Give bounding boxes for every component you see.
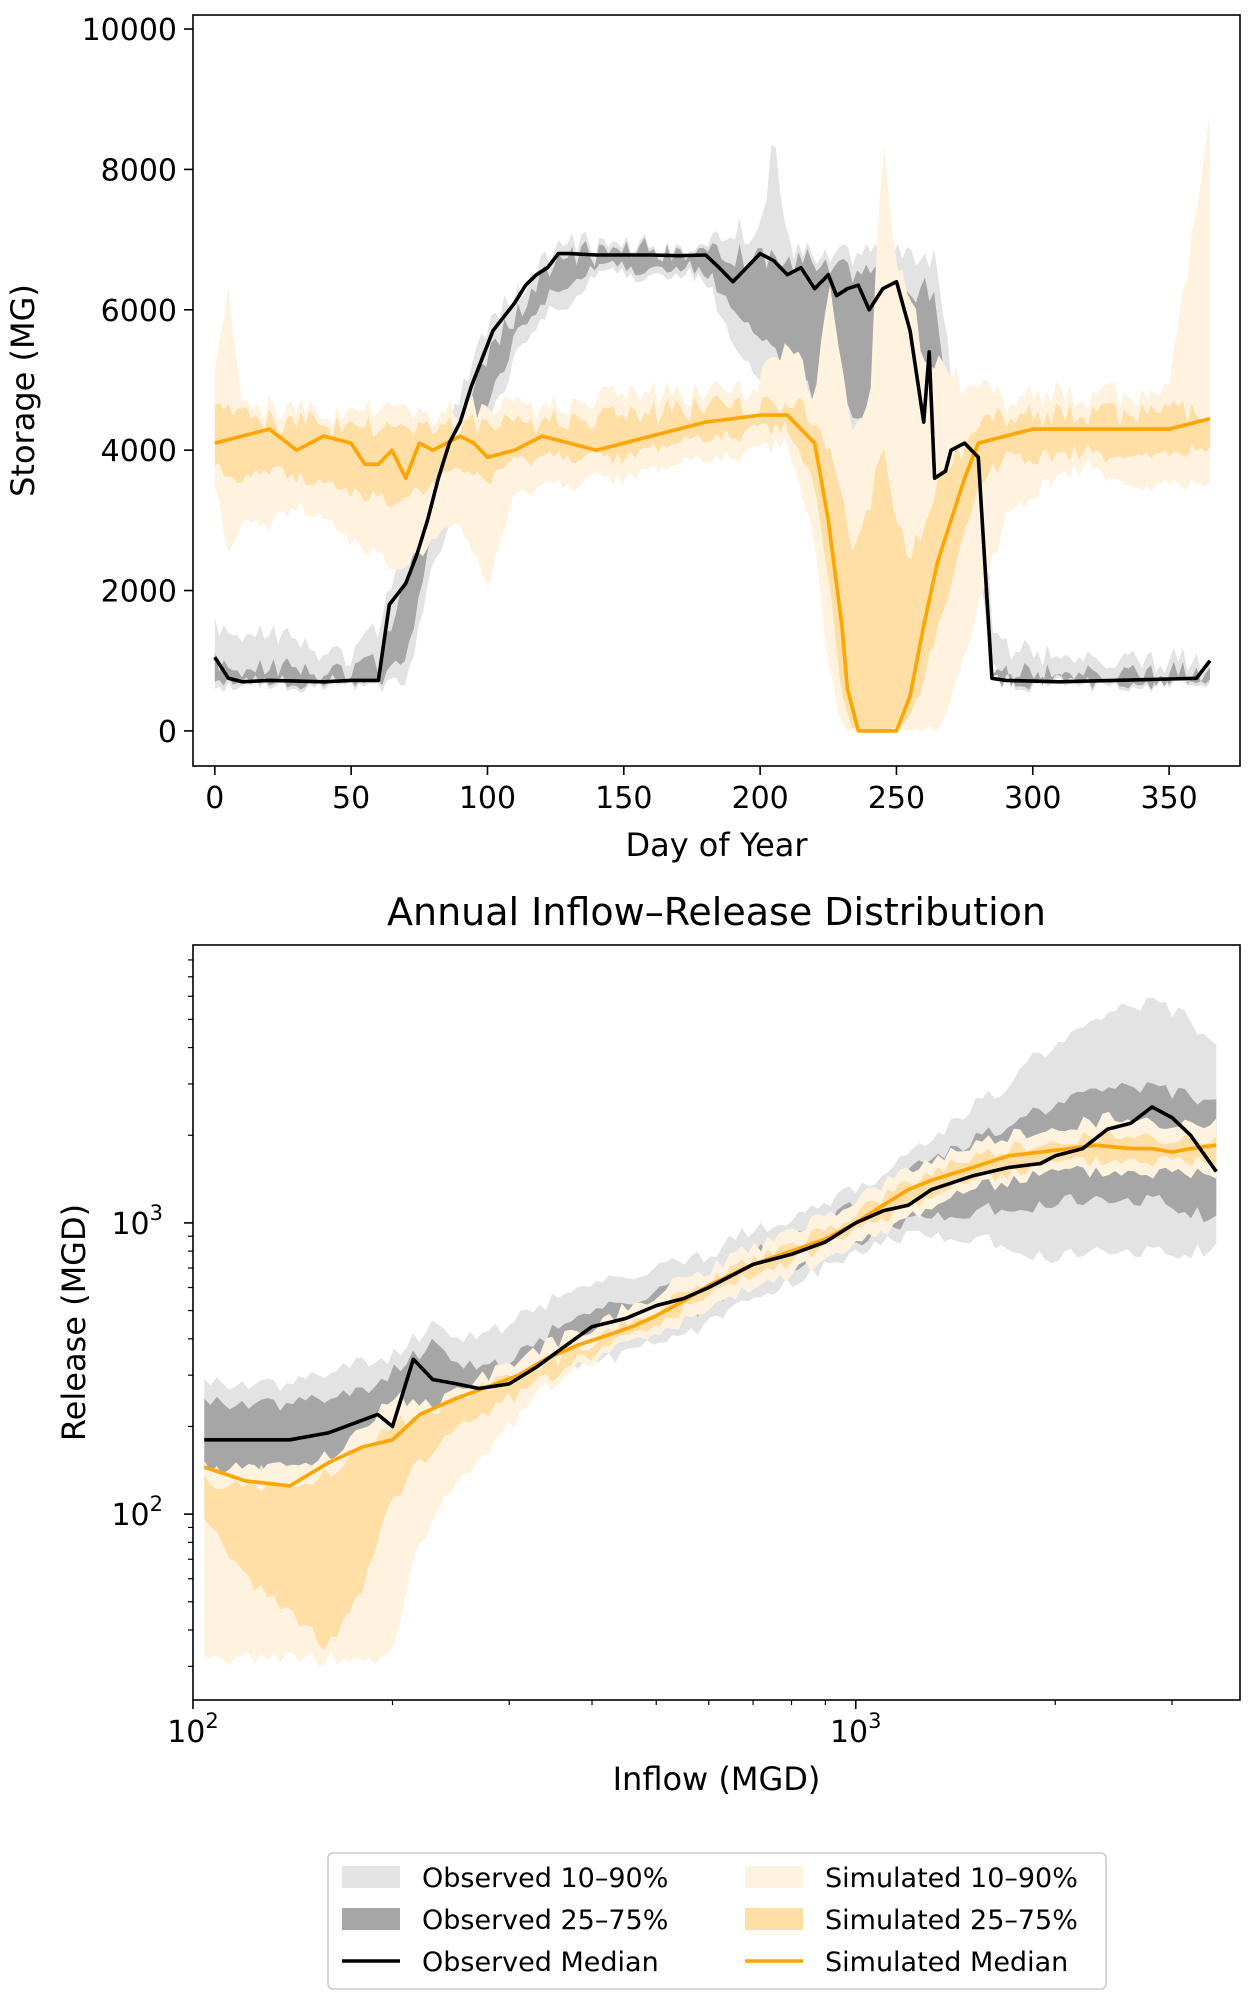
x-tick-label: 103 [830,1709,882,1750]
storage-chart: 0 50 100 150 200 250 300 350 0 2000 4000 6000 8000 1… [4,13,1241,864]
x-tick-label: 150 [595,781,652,816]
y-tick-label: 10000 [82,13,177,48]
x-tick-exponent: 2 [205,1709,218,1733]
x-tick-exponent: 3 [868,1709,881,1733]
inflow-release-chart: Annual Inflow–Release Distribution 102 10… [55,890,1241,1798]
y-tick-label: 103 [111,1201,163,1242]
x-tick-label: 102 [167,1709,219,1750]
legend-swatch [342,1908,400,1930]
legend: Observed 10–90% Simulated 10–90% Observed … [327,1852,1107,1990]
storage-y-axis-label: Storage (MG) [4,284,42,497]
legend-swatch [745,1866,803,1888]
x-tick-label: 350 [1140,781,1197,816]
y-tick-label: 2000 [101,575,177,610]
legend-label: Simulated 10–90% [825,1863,1078,1894]
y-tick-label: 102 [111,1492,163,1533]
y-tick-label: 4000 [101,434,177,469]
observed-median-line [213,251,1212,684]
y-tick-exponent: 3 [150,1201,163,1225]
inflow-release-y-ticks: 102 103 [111,959,193,1667]
legend-label: Simulated 25–75% [825,1905,1078,1936]
x-tick-label: 250 [868,781,925,816]
simulated-median-line [214,413,1211,733]
legend-label: Observed 25–75% [422,1905,668,1936]
legend-label: Observed 10–90% [422,1863,668,1894]
storage-median-lines [213,251,1212,733]
legend-label: Observed Median [422,1947,659,1978]
x-tick-label: 0 [205,781,224,816]
inflow-release-bands [204,997,1217,1666]
inflow-release-x-ticks: 102 103 [167,1700,1173,1750]
x-tick-label: 300 [1004,781,1061,816]
legend-swatch [342,1866,400,1888]
observed-median-line [204,1105,1218,1442]
y-tick-label: 0 [158,715,177,750]
storage-x-ticks: 0 50 100 150 200 250 300 350 [205,766,1198,816]
band-simulated-25-75- [204,1129,1217,1651]
band-simulated-25-75- [214,395,1211,731]
y-tick-label: 8000 [101,153,177,188]
x-tick-label: 200 [731,781,788,816]
legend-box [327,1852,1107,1990]
storage-x-axis-label: Day of Year [625,826,808,864]
legend-label: Simulated Median [825,1947,1068,1978]
inflow-release-median-lines [203,1105,1218,1488]
storage-y-ticks: 0 2000 4000 6000 8000 10000 [82,13,193,750]
x-tick-label: 50 [332,781,370,816]
inflow-release-chart-title: Annual Inflow–Release Distribution [387,890,1046,934]
storage-plot-frame [192,14,1241,767]
legend-swatch [745,1908,803,1930]
legend-items: Observed 10–90% Simulated 10–90% Observed … [342,1863,1078,1978]
inflow-release-y-axis-label: Release (MGD) [55,1204,93,1441]
inflow-release-plot-frame [192,944,1241,1701]
inflow-release-x-axis-label: Inflow (MGD) [613,1760,821,1798]
x-tick-label: 100 [459,781,516,816]
y-tick-label: 6000 [101,294,177,329]
y-tick-exponent: 2 [150,1492,163,1516]
